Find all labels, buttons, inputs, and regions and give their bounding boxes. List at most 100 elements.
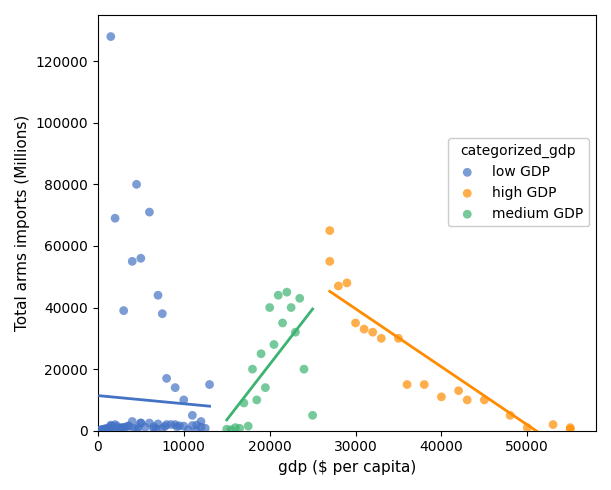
- low GDP: [136, 419, 146, 427]
- high GDP: [376, 334, 386, 342]
- medium GDP: [239, 399, 249, 407]
- low GDP: [97, 426, 107, 434]
- low GDP: [110, 420, 120, 428]
- low GDP: [162, 420, 172, 428]
- high GDP: [548, 420, 558, 428]
- low GDP: [158, 310, 167, 318]
- low GDP: [98, 426, 108, 434]
- medium GDP: [286, 304, 296, 312]
- medium GDP: [299, 365, 309, 373]
- low GDP: [160, 422, 170, 430]
- medium GDP: [269, 341, 279, 348]
- medium GDP: [282, 288, 291, 296]
- high GDP: [368, 328, 378, 336]
- low GDP: [107, 424, 117, 432]
- low GDP: [170, 420, 180, 428]
- low GDP: [95, 426, 104, 434]
- low GDP: [117, 424, 127, 432]
- low GDP: [141, 423, 150, 431]
- low GDP: [145, 208, 155, 216]
- low GDP: [97, 426, 107, 434]
- low GDP: [183, 426, 193, 434]
- low GDP: [106, 421, 115, 429]
- low GDP: [119, 307, 128, 315]
- low GDP: [131, 426, 141, 434]
- medium GDP: [265, 304, 274, 312]
- high GDP: [436, 393, 446, 401]
- low GDP: [112, 422, 122, 430]
- low GDP: [106, 33, 115, 41]
- medium GDP: [256, 350, 266, 358]
- Legend: low GDP, high GDP, medium GDP: low GDP, high GDP, medium GDP: [448, 138, 589, 226]
- low GDP: [114, 425, 124, 433]
- high GDP: [419, 381, 429, 389]
- low GDP: [145, 419, 155, 427]
- low GDP: [101, 425, 111, 433]
- low GDP: [179, 396, 189, 404]
- low GDP: [127, 417, 137, 425]
- low GDP: [162, 374, 172, 382]
- medium GDP: [235, 424, 244, 432]
- low GDP: [99, 426, 109, 434]
- medium GDP: [252, 396, 262, 404]
- high GDP: [522, 424, 532, 432]
- low GDP: [153, 292, 163, 299]
- low GDP: [106, 422, 115, 430]
- high GDP: [565, 424, 575, 432]
- low GDP: [192, 426, 202, 434]
- low GDP: [166, 420, 176, 428]
- X-axis label: gdp ($ per capita): gdp ($ per capita): [278, 460, 416, 475]
- low GDP: [196, 417, 206, 425]
- low GDP: [101, 425, 111, 433]
- low GDP: [104, 426, 114, 434]
- low GDP: [188, 421, 197, 429]
- low GDP: [119, 424, 128, 432]
- high GDP: [565, 425, 575, 433]
- medium GDP: [308, 412, 318, 419]
- low GDP: [153, 420, 163, 428]
- low GDP: [196, 423, 206, 431]
- low GDP: [114, 424, 124, 432]
- medium GDP: [291, 328, 301, 336]
- high GDP: [334, 282, 343, 290]
- low GDP: [95, 426, 105, 434]
- low GDP: [192, 421, 202, 429]
- low GDP: [136, 419, 146, 427]
- low GDP: [103, 425, 113, 433]
- low GDP: [149, 425, 159, 433]
- low GDP: [100, 425, 109, 433]
- low GDP: [97, 426, 106, 434]
- high GDP: [454, 387, 464, 394]
- medium GDP: [230, 424, 240, 432]
- low GDP: [131, 180, 141, 188]
- medium GDP: [260, 384, 270, 392]
- low GDP: [149, 423, 159, 431]
- low GDP: [205, 381, 214, 389]
- low GDP: [200, 424, 210, 432]
- low GDP: [103, 425, 112, 433]
- medium GDP: [277, 319, 287, 327]
- low GDP: [123, 422, 133, 430]
- high GDP: [351, 319, 360, 327]
- low GDP: [136, 254, 146, 262]
- medium GDP: [247, 365, 257, 373]
- medium GDP: [295, 294, 305, 302]
- medium GDP: [273, 292, 283, 299]
- high GDP: [325, 257, 335, 265]
- Y-axis label: Total arms imports (Millions): Total arms imports (Millions): [15, 115, 30, 331]
- high GDP: [325, 227, 335, 235]
- low GDP: [175, 422, 185, 430]
- low GDP: [109, 423, 119, 431]
- low GDP: [105, 424, 115, 432]
- low GDP: [152, 425, 161, 433]
- low GDP: [127, 257, 137, 265]
- low GDP: [133, 423, 143, 431]
- low GDP: [179, 422, 189, 430]
- medium GDP: [226, 426, 236, 434]
- low GDP: [158, 424, 167, 432]
- low GDP: [120, 423, 130, 431]
- low GDP: [110, 214, 120, 222]
- low GDP: [170, 384, 180, 392]
- low GDP: [116, 424, 126, 432]
- low GDP: [172, 423, 182, 431]
